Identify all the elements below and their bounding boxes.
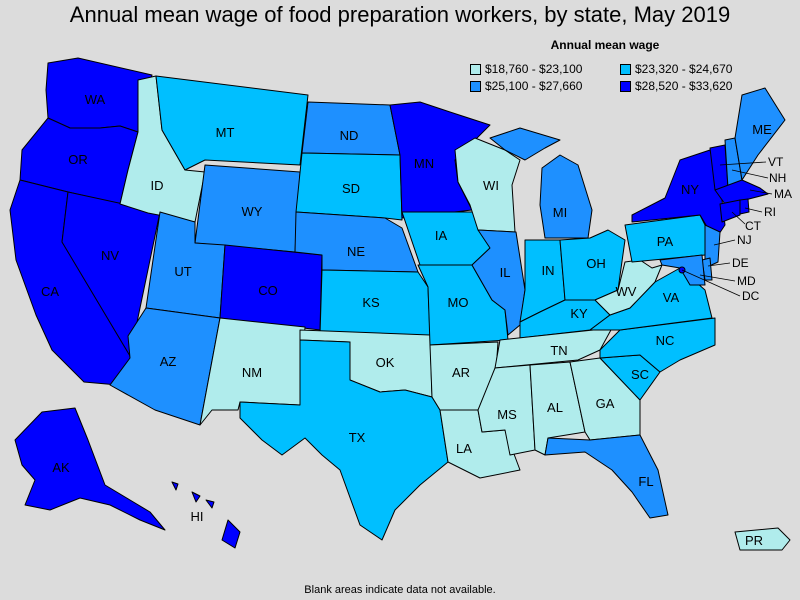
legend-title: Annual mean wage xyxy=(550,38,660,52)
label-HI: HI xyxy=(191,509,204,524)
label-OH: OH xyxy=(586,256,606,271)
label-WI: WI xyxy=(483,178,499,193)
state-IL[interactable] xyxy=(471,229,526,336)
label-MN: MN xyxy=(414,156,434,171)
label-PA: PA xyxy=(657,234,674,249)
state-MN[interactable] xyxy=(389,101,491,219)
label-LA: LA xyxy=(456,441,472,456)
label-DC: DC xyxy=(742,289,760,303)
label-MS: MS xyxy=(497,407,517,422)
label-MT: MT xyxy=(216,125,235,140)
state-TX[interactable] xyxy=(239,339,449,541)
label-PR: PR xyxy=(745,533,763,548)
label-OR: OR xyxy=(68,152,88,167)
label-AR: AR xyxy=(452,365,470,380)
label-NC: NC xyxy=(656,333,675,348)
state-MI-lower[interactable] xyxy=(539,154,593,239)
legend-item-3: $25,100 - $27,660 xyxy=(470,79,620,93)
label-NE: NE xyxy=(347,244,365,259)
label-IN: IN xyxy=(542,263,555,278)
state-PR[interactable] xyxy=(734,527,791,551)
label-CT: CT xyxy=(745,219,762,233)
label-FL: FL xyxy=(638,474,653,489)
label-WY: WY xyxy=(242,204,263,219)
legend-item-2: $23,320 - $24,670 xyxy=(620,62,770,76)
label-ND: ND xyxy=(340,128,359,143)
state-WI[interactable] xyxy=(454,137,521,233)
label-ME: ME xyxy=(752,122,772,137)
legend-swatch-3 xyxy=(470,80,481,92)
callout-lines xyxy=(681,161,773,297)
label-DE: DE xyxy=(732,256,749,270)
label-NH: NH xyxy=(769,171,786,185)
state-HI-2[interactable] xyxy=(191,491,201,503)
label-AL: AL xyxy=(547,400,563,415)
state-HI[interactable] xyxy=(221,519,241,549)
label-IA: IA xyxy=(435,228,448,243)
label-VT: VT xyxy=(768,155,784,169)
legend-label-2: $23,320 - $24,670 xyxy=(635,62,733,76)
label-MO: MO xyxy=(448,295,469,310)
label-TX: TX xyxy=(349,430,366,445)
state-AK[interactable] xyxy=(14,407,166,531)
label-SC: SC xyxy=(631,367,649,382)
label-NV: NV xyxy=(101,248,119,263)
label-TN: TN xyxy=(550,343,567,358)
label-SD: SD xyxy=(342,181,360,196)
state-labels: WA OR CA NV ID MT WY UT AZ CO NM ND SD N… xyxy=(41,92,772,548)
state-NJ[interactable] xyxy=(704,224,721,269)
label-RI: RI xyxy=(764,205,776,219)
label-IL: IL xyxy=(500,265,511,280)
label-GA: GA xyxy=(596,396,615,411)
callout-labels: VT NH MA CT RI NJ DE MD DC xyxy=(732,155,792,303)
legend: Annual mean wage $18,760 - $23,100 $23,3… xyxy=(470,38,770,93)
legend-label-4: $28,520 - $33,620 xyxy=(635,79,733,93)
label-VA: VA xyxy=(663,290,680,305)
legend-item-4: $28,520 - $33,620 xyxy=(620,79,770,93)
label-WV: WV xyxy=(616,284,637,299)
state-HI-4[interactable] xyxy=(171,481,179,491)
legend-item-1: $18,760 - $23,100 xyxy=(470,62,620,76)
label-NJ: NJ xyxy=(737,233,752,247)
label-AK: AK xyxy=(52,460,70,475)
state-HI-3[interactable] xyxy=(205,499,215,509)
legend-label-1: $18,760 - $23,100 xyxy=(485,62,583,76)
state-SD[interactable] xyxy=(295,152,403,221)
legend-swatch-4 xyxy=(620,80,631,92)
label-MD: MD xyxy=(737,274,756,288)
legend-items: $18,760 - $23,100 $23,320 - $24,670 $25,… xyxy=(470,62,770,93)
legend-swatch-2 xyxy=(620,63,631,75)
label-ID: ID xyxy=(151,178,164,193)
legend-swatch-1 xyxy=(470,63,481,75)
legend-label-3: $25,100 - $27,660 xyxy=(485,79,583,93)
label-NY: NY xyxy=(681,182,699,197)
label-CO: CO xyxy=(258,283,278,298)
label-OK: OK xyxy=(376,355,395,370)
label-MA: MA xyxy=(774,187,792,201)
state-MI[interactable] xyxy=(489,127,561,161)
state-MT[interactable] xyxy=(155,75,309,171)
label-WA: WA xyxy=(85,92,106,107)
state-FL[interactable] xyxy=(544,434,669,519)
state-RI[interactable] xyxy=(739,198,750,215)
label-MI: MI xyxy=(553,205,567,220)
footnote: Blank areas indicate data not available. xyxy=(304,584,496,596)
label-NM: NM xyxy=(242,365,262,380)
label-KS: KS xyxy=(362,295,380,310)
label-AZ: AZ xyxy=(160,354,177,369)
label-KY: KY xyxy=(570,306,588,321)
state-CT[interactable] xyxy=(719,199,741,223)
label-UT: UT xyxy=(174,264,191,279)
label-CA: CA xyxy=(41,284,59,299)
map-title: Annual mean wage of food preparation wor… xyxy=(69,2,731,27)
